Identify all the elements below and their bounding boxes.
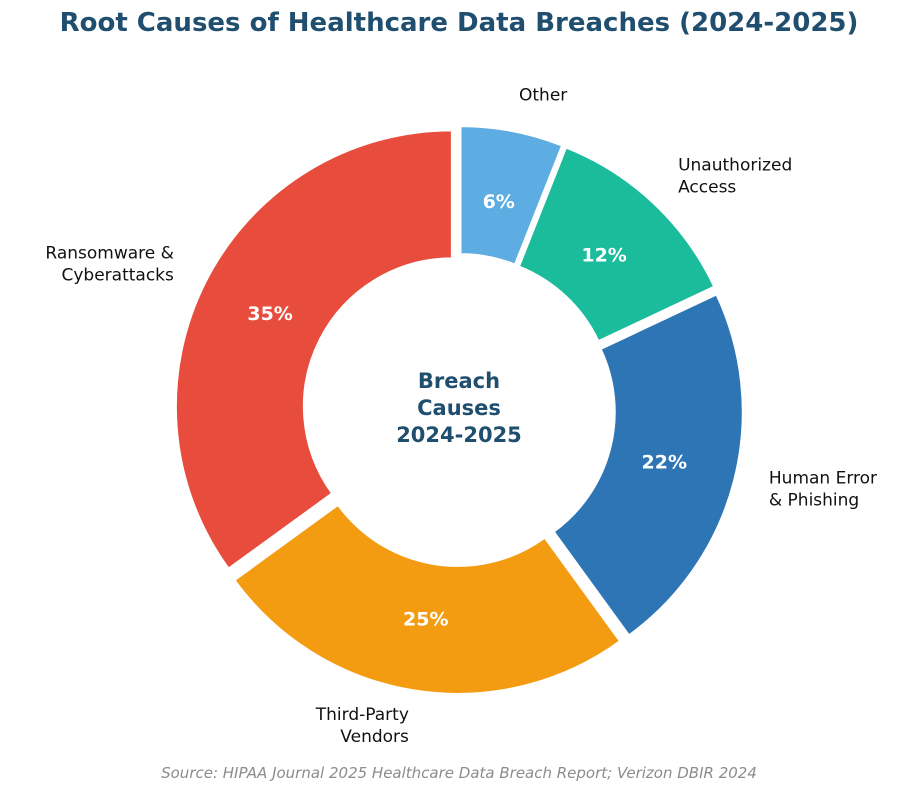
category-label-ransomware-cyberattacks: Ransomware & Cyberattacks xyxy=(45,244,174,286)
center-label: Breach Causes 2024-2025 xyxy=(396,369,522,447)
center-label-text: Breach Causes 2024-2025 xyxy=(396,369,522,447)
slice-unauthorized-access xyxy=(517,146,716,343)
pct-label-third-party-vendors: 25% xyxy=(403,608,448,630)
pct-label-unauthorized-access: 12% xyxy=(581,245,626,267)
pct-label-other: 6% xyxy=(483,191,515,213)
category-label-unauthorized-access: Unauthorized Access xyxy=(678,156,792,198)
percent-labels-layer: 35% 25% 22% 12% 6% xyxy=(247,191,687,631)
chart-source: Source: HIPAA Journal 2025 Healthcare Da… xyxy=(161,764,757,782)
chart-title: Root Causes of Healthcare Data Breaches … xyxy=(59,8,859,38)
slices-layer xyxy=(174,125,744,695)
pct-label-human-error-phishing: 22% xyxy=(642,452,687,474)
category-label-human-error-phishing: Human Error & Phishing xyxy=(769,469,877,511)
slice-human-error-phishing xyxy=(552,293,744,637)
category-label-third-party-vendors: Third-Party Vendors xyxy=(315,705,409,747)
slice-ransomware-cyberattacks xyxy=(174,129,453,570)
category-labels-layer: Ransomware & Cyberattacks Third-Party Vendo… xyxy=(45,86,877,747)
slice-third-party-vendors xyxy=(233,503,622,695)
category-label-other: Other xyxy=(519,86,567,106)
pct-label-ransomware-cyberattacks: 35% xyxy=(247,303,292,325)
slice-other xyxy=(459,125,564,266)
